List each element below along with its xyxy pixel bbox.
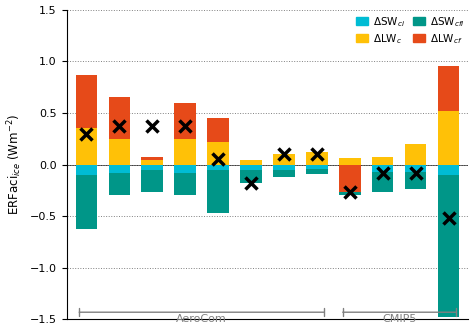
Bar — [306, 168, 328, 174]
Text: AeroCom: AeroCom — [176, 314, 227, 324]
Bar — [240, 160, 262, 165]
Bar — [141, 160, 163, 165]
Bar — [75, 165, 97, 175]
Bar — [339, 165, 361, 172]
Bar — [75, 128, 97, 165]
Bar — [405, 165, 427, 172]
Bar — [240, 170, 262, 183]
Bar — [174, 103, 196, 139]
Bar — [339, 165, 361, 192]
Bar — [405, 172, 427, 189]
Bar — [438, 67, 459, 111]
Bar — [438, 175, 459, 317]
Bar — [109, 139, 130, 165]
Bar — [438, 111, 459, 165]
Y-axis label: ERFaci$_{ice}$ (Wm$^{-2}$): ERFaci$_{ice}$ (Wm$^{-2}$) — [6, 114, 24, 215]
Bar — [75, 175, 97, 228]
Text: CMIP5: CMIP5 — [382, 314, 417, 324]
Bar — [141, 170, 163, 192]
Bar — [174, 139, 196, 165]
Bar — [339, 172, 361, 196]
Bar — [405, 144, 427, 165]
Bar — [207, 170, 229, 213]
Bar — [109, 165, 130, 173]
Bar — [174, 165, 196, 173]
Bar — [207, 165, 229, 170]
Bar — [174, 173, 196, 196]
Bar — [141, 165, 163, 170]
Bar — [372, 157, 393, 165]
Bar — [438, 165, 459, 175]
Bar — [207, 142, 229, 165]
Bar — [273, 170, 295, 177]
Bar — [273, 154, 295, 165]
Bar — [306, 152, 328, 165]
Bar — [109, 173, 130, 196]
Bar — [109, 97, 130, 139]
Bar — [339, 158, 361, 165]
Bar — [207, 118, 229, 142]
Bar — [273, 165, 295, 170]
Legend: $\Delta$SW$_{ci}$, $\Delta$LW$_{c}$, $\Delta$SW$_{cfi}$, $\Delta$LW$_{cf}$: $\Delta$SW$_{ci}$, $\Delta$LW$_{c}$, $\D… — [353, 12, 467, 49]
Bar — [240, 165, 262, 170]
Bar — [372, 172, 393, 192]
Bar — [306, 165, 328, 168]
Bar — [141, 157, 163, 160]
Bar — [372, 165, 393, 172]
Bar — [75, 74, 97, 128]
